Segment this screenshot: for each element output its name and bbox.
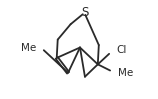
Text: Me: Me xyxy=(118,68,133,79)
Text: S: S xyxy=(81,6,88,19)
Text: Cl: Cl xyxy=(116,45,127,56)
Text: Me: Me xyxy=(21,42,36,53)
